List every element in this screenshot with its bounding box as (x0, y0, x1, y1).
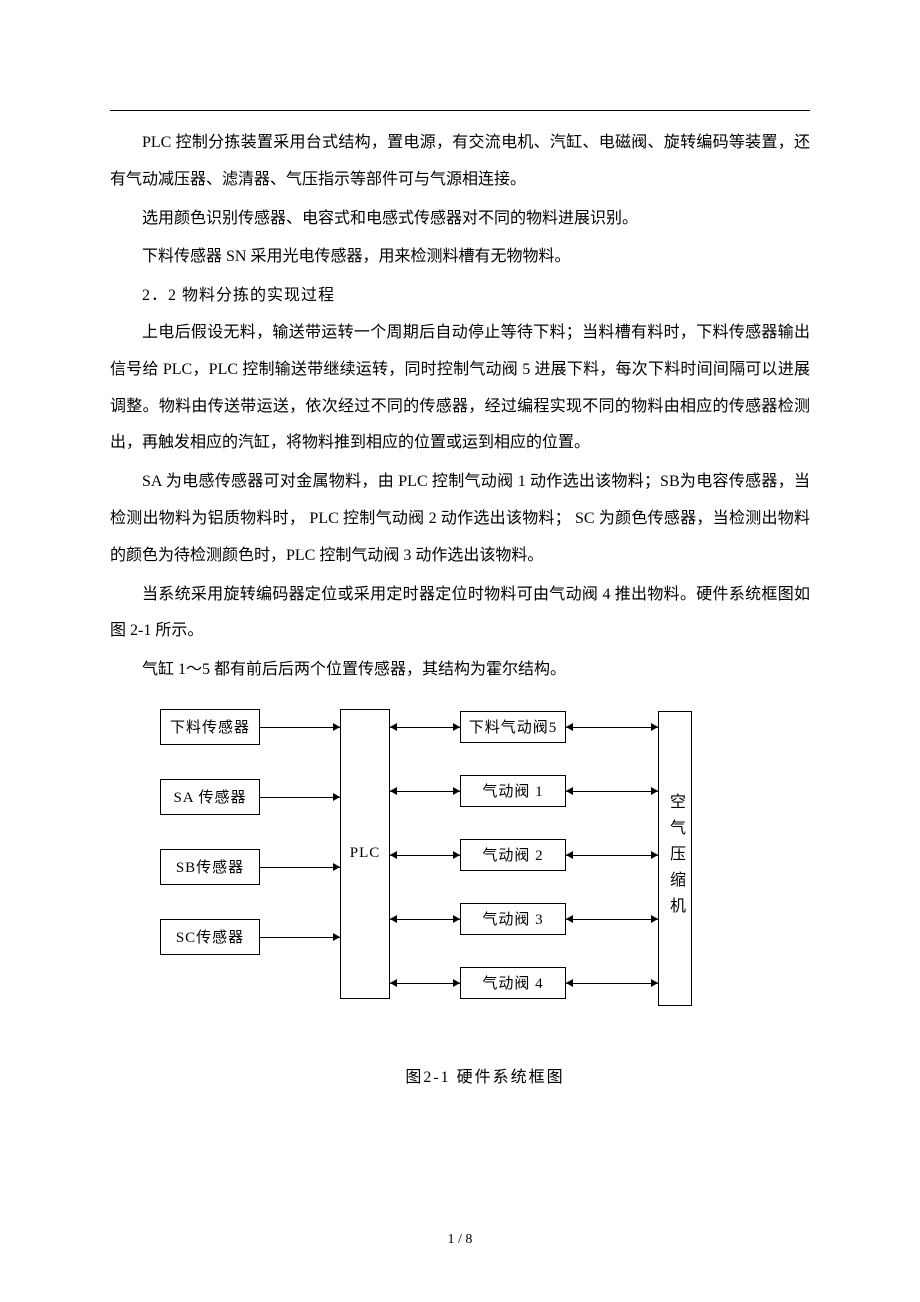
connector (566, 727, 658, 728)
arrow-right-icon (453, 851, 460, 859)
sensor-node-2: SB传感器 (160, 849, 260, 885)
paragraph-7: 气缸 1～5 都有前后后两个位置传感器，其结构为霍尔结构。 (110, 652, 810, 689)
arrow-right-icon (651, 787, 658, 795)
sensor-node-0: 下料传感器 (160, 709, 260, 745)
valve-node-2: 气动阀 2 (460, 839, 566, 871)
connector (260, 867, 340, 868)
section-heading: 2．2 物料分拣的实现过程 (110, 278, 810, 315)
arrow-right-icon (333, 863, 340, 871)
plc-node: PLC (340, 709, 390, 999)
paragraph-5: SA 为电感传感器可对金属物料，由 PLC 控制气动阀 1 动作选出该物料；SB… (110, 464, 810, 574)
paragraph-6: 当系统采用旋转编码器定位或采用定时器定位时物料可由气动阀 4 推出物料。硬件系统… (110, 577, 810, 651)
arrow-left-icon (390, 915, 397, 923)
paragraph-3: 下料传感器 SN 采用光电传感器，用来检测料槽有无物物料。 (110, 239, 810, 276)
arrow-right-icon (453, 915, 460, 923)
arrow-left-icon (566, 851, 573, 859)
arrow-right-icon (453, 979, 460, 987)
connector (390, 919, 460, 920)
arrow-right-icon (453, 787, 460, 795)
sensor-node-1: SA 传感器 (160, 779, 260, 815)
connector (566, 791, 658, 792)
connector (260, 937, 340, 938)
arrow-left-icon (390, 723, 397, 731)
arrow-left-icon (390, 787, 397, 795)
arrow-right-icon (333, 933, 340, 941)
arrow-left-icon (566, 787, 573, 795)
connector (390, 855, 460, 856)
arrow-left-icon (390, 851, 397, 859)
paragraph-4: 上电后假设无料，输送带运转一个周期后自动停止等待下料；当料槽有料时，下料传感器输… (110, 315, 810, 462)
sensor-node-3: SC传感器 (160, 919, 260, 955)
valve-node-3: 气动阀 3 (460, 903, 566, 935)
arrow-right-icon (651, 915, 658, 923)
diagram-container: 下料传感器 SA 传感器 SB传感器 SC传感器 PLC 下料气动阀5 气动阀 1 气动阀 2… (160, 699, 810, 1087)
page-number: 1 / 8 (0, 1232, 920, 1248)
arrow-right-icon (651, 851, 658, 859)
paragraph-2: 选用颜色识别传感器、电容式和电感式传感器对不同的物料进展识别。 (110, 201, 810, 238)
connector (390, 983, 460, 984)
arrow-right-icon (333, 723, 340, 731)
hardware-block-diagram: 下料传感器 SA 传感器 SB传感器 SC传感器 PLC 下料气动阀5 气动阀 1 气动阀 2… (160, 699, 700, 1049)
arrow-right-icon (651, 723, 658, 731)
arrow-right-icon (453, 723, 460, 731)
compressor-node: 空气压缩机 (658, 711, 692, 1006)
arrow-right-icon (651, 979, 658, 987)
connector (566, 919, 658, 920)
arrow-left-icon (566, 915, 573, 923)
connector (566, 855, 658, 856)
connector (260, 727, 340, 728)
valve-node-4: 气动阀 4 (460, 967, 566, 999)
arrow-right-icon (333, 793, 340, 801)
valve-node-0: 下料气动阀5 (460, 711, 566, 743)
paragraph-1: PLC 控制分拣装置采用台式结构，置电源，有交流电机、汽缸、电磁阀、旋转编码等装… (110, 125, 810, 199)
arrow-left-icon (390, 979, 397, 987)
top-rule (110, 110, 810, 111)
valve-node-1: 气动阀 1 (460, 775, 566, 807)
connector (390, 727, 460, 728)
connector (390, 791, 460, 792)
diagram-caption: 图2-1 硬件系统框图 (160, 1063, 810, 1087)
connector (566, 983, 658, 984)
connector (260, 797, 340, 798)
arrow-left-icon (566, 723, 573, 731)
arrow-left-icon (566, 979, 573, 987)
